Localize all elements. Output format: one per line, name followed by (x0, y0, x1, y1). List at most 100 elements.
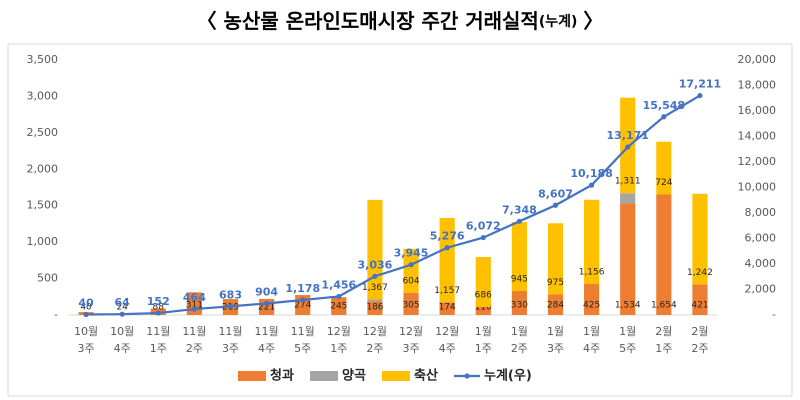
line-point (625, 144, 631, 150)
x-tick-label: 12월 (435, 325, 459, 338)
x-tick-label: 2월 (655, 325, 672, 338)
y-tick-label: 1,500 (27, 199, 59, 212)
x-tick-label: 11월 (146, 325, 170, 338)
x-tick-label: 1월 (619, 325, 636, 338)
bar-segment (511, 290, 527, 315)
x-tick-label: 1월 (475, 325, 492, 338)
bar-segment (692, 193, 708, 285)
legend-label: 누계(우) (484, 369, 532, 384)
bar-value-label: 1,534 (615, 301, 641, 311)
bar-segment (547, 294, 564, 315)
y2-tick-label: 4,000 (745, 257, 777, 270)
bar-segment (403, 292, 419, 315)
bar-segment (475, 306, 491, 315)
legend-label: 청과 (270, 368, 294, 384)
y-tick-label: - (54, 308, 58, 321)
line-value-label: 40 (78, 296, 94, 309)
x-tick-label: 2주 (366, 342, 383, 355)
line-value-label: 1,456 (321, 278, 356, 291)
bar-segment (403, 248, 419, 293)
y-tick-label: 2,000 (27, 162, 59, 175)
y-tick-label: 3,000 (27, 89, 59, 102)
line-point (191, 306, 197, 312)
line-point (480, 234, 486, 241)
bar-segment (620, 193, 636, 204)
bar-value-label: 1,242 (687, 268, 713, 278)
bar-value-label: 245 (330, 302, 347, 312)
x-tick-label: 1주 (655, 342, 672, 355)
bar-value-label: 274 (294, 301, 311, 311)
bar-value-label: 1,156 (579, 268, 605, 278)
x-tick-label: 12월 (327, 325, 351, 338)
line-point (119, 311, 125, 317)
y-tick-label: 2,500 (27, 126, 59, 139)
legend-swatch (310, 371, 338, 381)
bar-value-label: 40 (80, 303, 92, 313)
bar-value-label: 945 (511, 274, 528, 284)
line-value-label: 8,607 (538, 187, 573, 200)
line-point (552, 202, 559, 208)
line-value-label: 683 (219, 288, 242, 301)
line-value-label: 6,072 (466, 220, 501, 233)
y2-tick-label: 6,000 (745, 232, 777, 245)
line-point (300, 297, 306, 303)
bar-value-label: 174 (439, 303, 456, 313)
line-value-label: 3,945 (394, 247, 429, 260)
x-tick-label: 1주 (150, 342, 167, 355)
bar-value-label: 110 (475, 303, 492, 313)
line-point (155, 310, 161, 316)
chart-title-end: 〉 (583, 9, 603, 33)
bar-value-label: 425 (583, 301, 600, 311)
bar-value-label: 284 (547, 301, 564, 311)
bar-value-label: 311 (186, 301, 203, 311)
x-tick-label: 4주 (583, 342, 600, 355)
legend-label: 양곡 (342, 369, 366, 384)
line-value-label: 904 (255, 285, 278, 298)
x-tick-label: 1월 (583, 325, 600, 338)
bar-segment (547, 223, 564, 295)
y2-tick-label: 18,000 (738, 79, 777, 92)
bar-value-label: 1,311 (615, 177, 641, 187)
y2-tick-label: 12,000 (738, 155, 777, 168)
x-tick-label: 2주 (511, 342, 528, 355)
bar-value-label: 186 (366, 303, 383, 313)
x-tick-label: 12월 (363, 325, 387, 338)
y2-tick-label: 20,000 (738, 53, 777, 66)
y2-tick-label: 14,000 (738, 130, 777, 143)
bar-segment (439, 218, 455, 303)
line-point (697, 92, 703, 99)
line-value-label: 7,348 (502, 203, 537, 216)
line-series (86, 94, 701, 316)
bar-value-label: 1,367 (362, 283, 388, 293)
x-tick-label: 2월 (691, 325, 708, 338)
bar-segment (620, 203, 636, 315)
x-tick-label: 1주 (330, 342, 347, 355)
x-tick-label: 11월 (255, 325, 279, 338)
bar-value-label: 24 (116, 303, 128, 313)
line-value-label: 5,276 (430, 230, 465, 243)
line-point (589, 182, 595, 188)
y2-tick-label: 2,000 (745, 283, 777, 296)
x-tick-label: 12월 (399, 325, 423, 338)
line-point (408, 262, 414, 268)
line-value-label: 1,178 (285, 282, 320, 295)
x-tick-label: 4주 (258, 342, 275, 355)
chart-title-note: (누계) (539, 14, 578, 30)
y-tick-label: 3,500 (27, 53, 59, 66)
bar-value-label: 330 (511, 301, 528, 311)
line-point (227, 303, 234, 309)
line-value-label: 15,548 (643, 99, 685, 112)
line-point (661, 114, 667, 120)
bar-segment (367, 301, 383, 315)
bar-value-label: 1,157 (434, 286, 460, 296)
line-value-label: 10,188 (570, 167, 612, 180)
bar-value-label: 686 (475, 290, 492, 300)
bar-segment (511, 222, 527, 291)
x-tick-label: 5주 (619, 342, 636, 355)
line-point (372, 273, 378, 279)
y-tick-label: 500 (37, 272, 58, 285)
x-tick-label: 4주 (114, 342, 131, 355)
bar-segment (692, 284, 708, 315)
bar-segment (584, 199, 600, 285)
bar-segment (584, 284, 600, 315)
